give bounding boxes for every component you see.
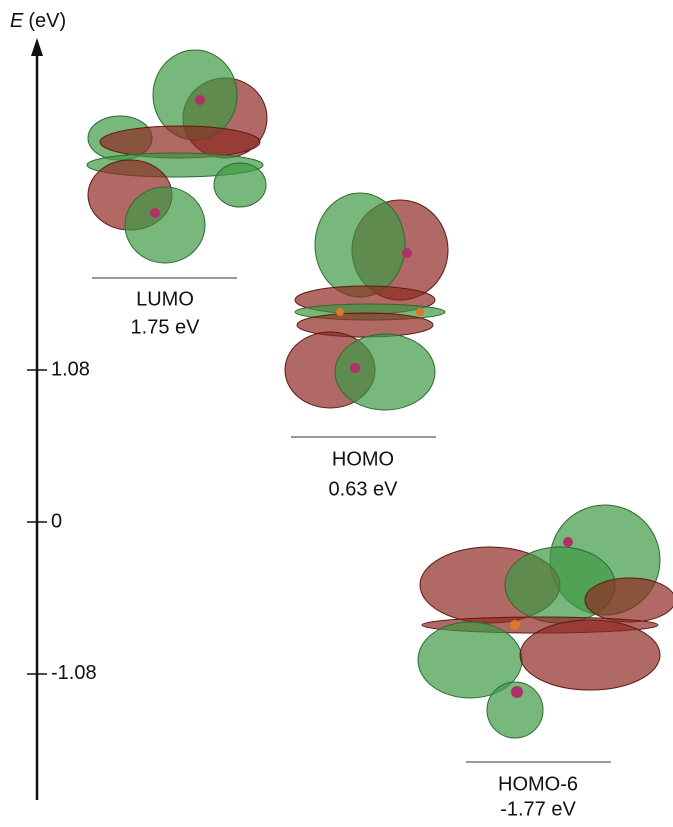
level-name: LUMO xyxy=(136,288,194,310)
axis-symbol: E xyxy=(10,10,24,32)
page: {"axis": {"symbol": "E", "unit": "(eV)",… xyxy=(0,0,673,822)
tick-label: 1.08 xyxy=(51,358,90,380)
homo6-orbital xyxy=(418,505,673,738)
tick-label: 0 xyxy=(51,510,62,532)
diagram: E(eV) LUMO 1.75 eV HOMO 0.63 eV xyxy=(0,0,673,822)
tick-label: -1.08 xyxy=(51,662,97,684)
level-name: HOMO-6 xyxy=(498,773,578,795)
level-name: HOMO xyxy=(332,448,394,470)
axis-arrow xyxy=(31,38,43,56)
lumo-orbital xyxy=(87,50,267,263)
level-energy: -1.77 eV xyxy=(500,798,576,820)
axis-unit: (eV) xyxy=(28,10,66,32)
level-energy: 0.63 eV xyxy=(329,478,399,500)
homo-orbital xyxy=(285,193,448,410)
axis-title: E(eV) xyxy=(10,10,66,32)
level-energy: 1.75 eV xyxy=(131,316,201,338)
